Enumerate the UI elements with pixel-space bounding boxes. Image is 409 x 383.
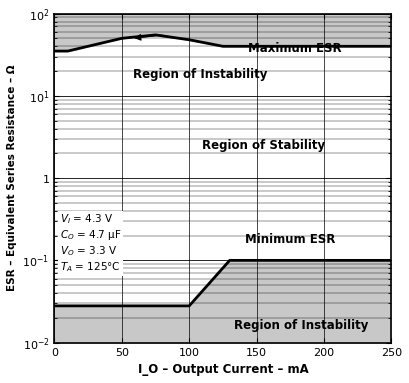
Text: Region of Instability: Region of Instability xyxy=(133,68,267,81)
Text: $V_I$ = 4.3 V
$C_O$ = 4.7 μF
$V_O$ = 3.3 V
$T_A$ = 125°C: $V_I$ = 4.3 V $C_O$ = 4.7 μF $V_O$ = 3.3… xyxy=(60,213,121,274)
Text: Region of Stability: Region of Stability xyxy=(202,139,325,152)
Text: Region of Instability: Region of Instability xyxy=(234,319,369,332)
Y-axis label: ESR – Equivalent Series Resistance – Ω: ESR – Equivalent Series Resistance – Ω xyxy=(7,65,17,291)
X-axis label: I_O – Output Current – mA: I_O – Output Current – mA xyxy=(137,363,308,376)
Text: Maximum ESR: Maximum ESR xyxy=(247,42,341,55)
Text: Minimum ESR: Minimum ESR xyxy=(245,233,335,246)
